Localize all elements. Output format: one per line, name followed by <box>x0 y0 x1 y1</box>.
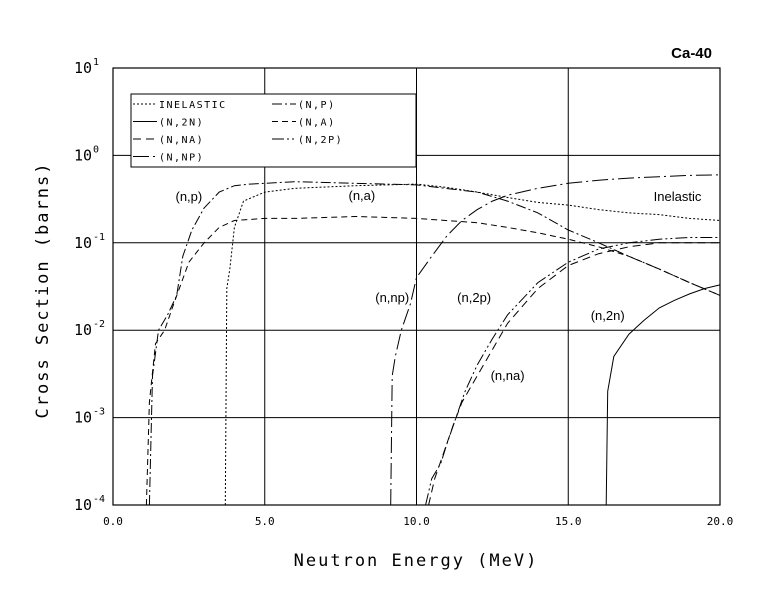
legend-label: (N,2N) <box>159 118 204 129</box>
curve-annotation: (n,a) <box>349 188 376 203</box>
curve-annotation: (n,np) <box>375 290 409 305</box>
legend-label: (N,2P) <box>298 135 343 146</box>
y-tick-exponent: -1 <box>93 232 105 243</box>
annotations: (n,p) (n,a) Inelastic (n,np) (n,2p) (n,2n) (n,… <box>176 188 702 383</box>
curve-annotation: Inelastic <box>654 189 702 204</box>
y-tick-label: 10 <box>74 496 92 514</box>
x-axis-label: Neutron Energy (MeV) <box>294 551 539 571</box>
legend-label: (N,NA) <box>159 135 204 146</box>
legend-label: (N,NP) <box>159 153 204 164</box>
legend-label: (N,A) <box>298 118 336 129</box>
series-line-n-na <box>428 242 720 506</box>
legend: INELASTIC (N,P) (N,2N) (N,A) (N,NA) (N,2P) (N,… <box>130 93 417 168</box>
x-tick-label: 5.0 <box>255 515 275 528</box>
y-tick-label: 10 <box>74 234 92 252</box>
series-group <box>145 174 721 506</box>
chart-title: Ca-40 <box>671 45 712 62</box>
x-tick-labels: 0.0 5.0 10.0 15.0 20.0 <box>103 515 733 528</box>
y-tick-exponent: -3 <box>93 407 105 418</box>
series-line-n-2n <box>605 284 721 506</box>
x-tick-label: 15.0 <box>555 515 582 528</box>
plot-border <box>112 67 721 506</box>
y-tick-label: 10 <box>74 59 92 77</box>
curve-annotation: (n,2p) <box>457 290 491 305</box>
y-tick-label: 10 <box>74 321 92 339</box>
legend-label: (N,P) <box>298 100 336 111</box>
x-tick-label: 20.0 <box>707 515 734 528</box>
curve-annotation: (n,2n) <box>591 308 625 323</box>
series-line-n-p <box>148 181 721 506</box>
y-tick-label: 10 <box>74 146 92 164</box>
y-tick-exponent: -4 <box>93 494 105 505</box>
y-tick-exponent: 0 <box>93 144 99 155</box>
y-tick-exponent: 1 <box>93 57 99 68</box>
series-line-n-a <box>145 215 721 506</box>
y-tick-label: 10 <box>74 409 92 427</box>
series-line-n-np <box>390 174 721 506</box>
legend-label: INELASTIC <box>159 100 227 111</box>
plot-frame <box>112 67 721 506</box>
series-line-n-2p <box>425 237 720 506</box>
x-tick-label: 10.0 <box>403 515 430 528</box>
y-axis-label: Cross Section (barns) <box>33 162 53 419</box>
curve-annotation: (n,na) <box>491 368 525 383</box>
x-tick-label: 0.0 <box>103 515 123 528</box>
y-tick-exponent: -2 <box>93 319 105 330</box>
curve-annotation: (n,p) <box>176 189 203 204</box>
legend-box <box>130 93 417 168</box>
series-line-inelastic <box>224 183 721 506</box>
